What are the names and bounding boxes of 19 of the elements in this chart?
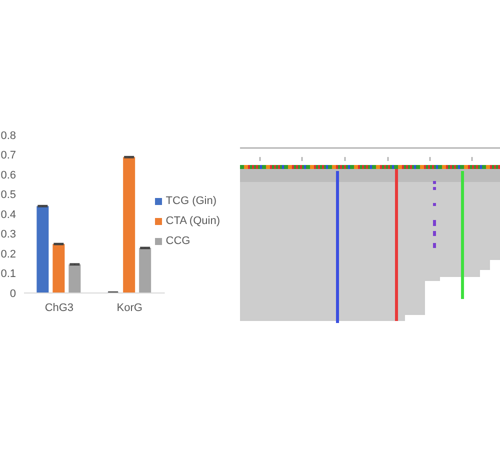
legend-label: TCG (Gin) xyxy=(166,195,217,207)
y-tick-label: 0.6 xyxy=(0,169,16,182)
bar xyxy=(123,157,136,293)
bar xyxy=(68,264,81,293)
bar xyxy=(52,244,65,293)
legend-label: CCG xyxy=(166,235,190,247)
y-tick-label: 0.1 xyxy=(0,268,16,280)
y-tick-label: 0 xyxy=(10,288,16,300)
x-tick-label: KorG xyxy=(116,302,142,314)
y-tick-label: 0.7 xyxy=(0,150,16,162)
x-tick-label: ChG3 xyxy=(44,302,74,314)
y-tick-label: 0.3 xyxy=(0,228,16,241)
bar xyxy=(139,248,152,293)
y-tick-label: 0.4 xyxy=(0,208,16,221)
legend-label: CTA (Quin) xyxy=(166,215,220,227)
bar xyxy=(36,206,49,293)
y-tick-label: 0.5 xyxy=(0,189,16,202)
y-tick-label: 0.8 xyxy=(0,130,16,142)
y-tick-label: 0.2 xyxy=(0,248,16,260)
